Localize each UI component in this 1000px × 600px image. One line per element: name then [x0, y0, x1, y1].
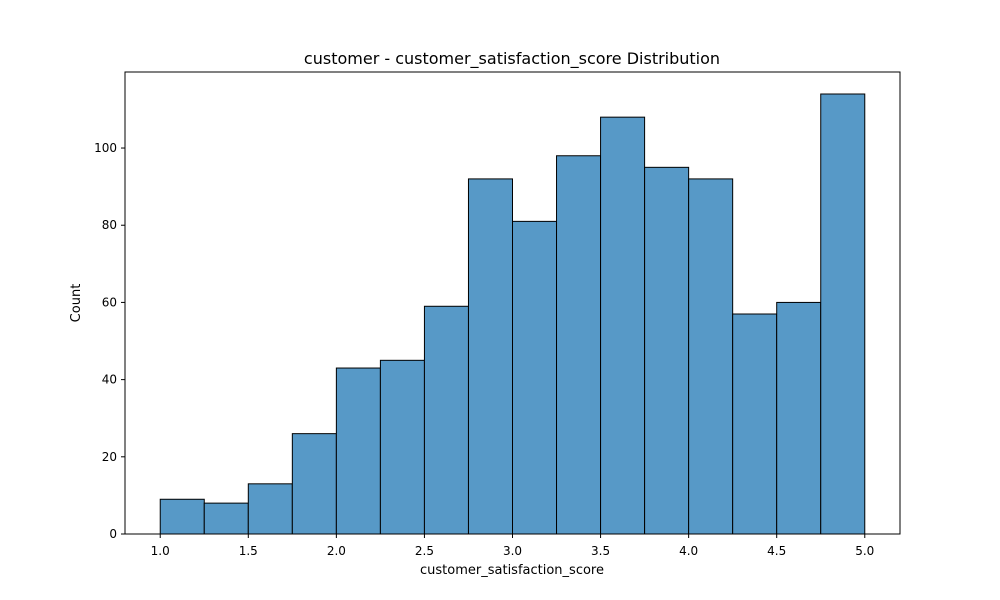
- y-tick-label: 20: [102, 450, 117, 464]
- x-tick-label: 1.5: [239, 544, 258, 558]
- y-tick-label: 80: [102, 218, 117, 232]
- histogram-bar: [512, 220, 558, 535]
- x-axis-label: customer_satisfaction_score: [420, 563, 604, 578]
- y-axis-label: Count: [69, 284, 84, 323]
- x-tick-label: 2.0: [327, 544, 346, 558]
- histogram-bar: [820, 93, 866, 535]
- x-tick-label: 3.0: [503, 544, 522, 558]
- histogram-bar: [556, 155, 602, 535]
- histogram-bar: [379, 359, 425, 535]
- y-axis-ticks: 0 20 40 60 80 100: [94, 141, 125, 541]
- histogram-bar: [159, 498, 205, 535]
- x-tick-label: 2.5: [415, 544, 434, 558]
- histogram-bar: [291, 433, 337, 535]
- histogram-bar: [247, 483, 293, 535]
- histogram-bar: [203, 502, 249, 535]
- histogram-bars: [159, 93, 866, 535]
- y-tick-label: 40: [102, 373, 117, 387]
- histogram-bar: [732, 313, 778, 535]
- x-tick-label: 5.0: [855, 544, 874, 558]
- x-tick-label: 1.0: [151, 544, 170, 558]
- y-tick-label: 60: [102, 295, 117, 309]
- histogram-bar: [776, 301, 822, 535]
- histogram-bar: [467, 178, 514, 535]
- x-tick-label: 3.5: [591, 544, 610, 558]
- histogram-bar: [644, 166, 690, 535]
- histogram-bar: [423, 305, 469, 535]
- y-tick-label: 0: [109, 527, 117, 541]
- histogram-bar: [335, 367, 381, 535]
- histogram-bar: [688, 178, 734, 535]
- histogram-bar: [600, 116, 646, 535]
- y-tick-label: 100: [94, 141, 117, 155]
- x-tick-label: 4.5: [767, 544, 786, 558]
- x-tick-label: 4.0: [679, 544, 698, 558]
- x-axis-ticks: 1.0 1.5 2.0 2.5 3.0 3.5 4.0 4.5 5.0: [151, 534, 874, 558]
- chart-title: customer - customer_satisfaction_score D…: [304, 49, 720, 69]
